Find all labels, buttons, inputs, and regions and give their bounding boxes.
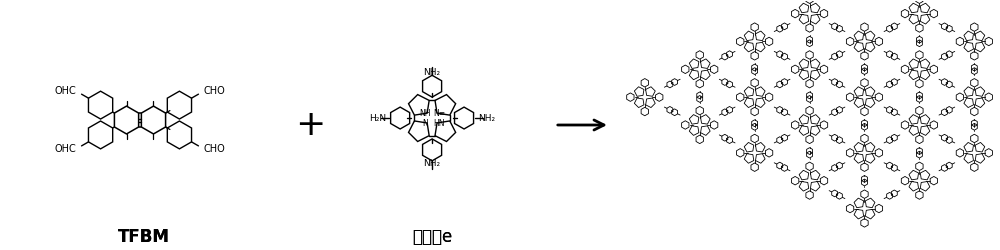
Text: N: N [422, 118, 428, 128]
Text: H₂N: H₂N [369, 114, 386, 122]
Text: NH₂: NH₂ [478, 114, 495, 122]
Text: OHC: OHC [55, 144, 76, 154]
Text: OHC: OHC [55, 86, 76, 96]
Text: +: + [295, 108, 325, 142]
Text: NH: NH [419, 108, 431, 118]
Text: HN: HN [433, 118, 445, 128]
Text: 吵嘋呢e: 吵嘋呢e [412, 228, 452, 246]
Text: TFBM: TFBM [118, 228, 169, 246]
Text: CHO: CHO [204, 86, 225, 96]
Text: N≡: N≡ [433, 108, 445, 118]
Text: NH₂: NH₂ [424, 159, 441, 168]
Text: NH₂: NH₂ [424, 68, 441, 77]
Text: TFBM: TFBM [118, 228, 169, 246]
Text: CHO: CHO [204, 144, 225, 154]
Text: 吵嘋呢e: 吵嘋呢e [412, 228, 452, 246]
